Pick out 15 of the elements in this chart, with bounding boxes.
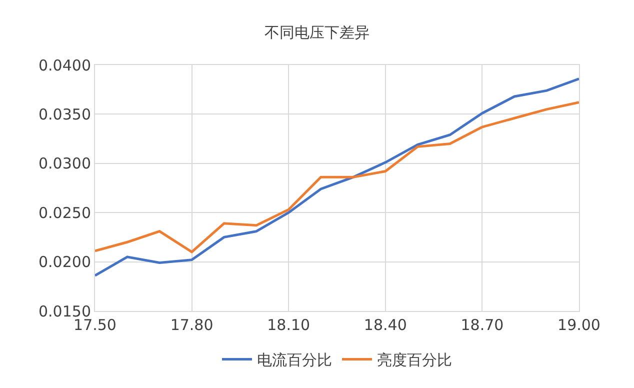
x-tick-label: 18.10 xyxy=(267,316,310,334)
y-tick-label: 0.0350 xyxy=(38,105,91,124)
legend-label: 亮度百分比 xyxy=(377,351,452,370)
y-tick-label: 0.0300 xyxy=(38,154,91,173)
line-series xyxy=(95,101,579,254)
line-series xyxy=(95,78,579,277)
y-tick-label: 0.0400 xyxy=(38,56,91,74)
y-tick-label: 0.0250 xyxy=(38,204,91,222)
x-tick-label: 17.80 xyxy=(170,316,214,334)
x-tick-label: 19.00 xyxy=(558,316,600,334)
y-tick-label: 0.0200 xyxy=(38,253,91,272)
x-tick-label: 18.40 xyxy=(364,316,407,334)
legend-label: 电流百分比 xyxy=(257,351,332,370)
chart-title: 不同电压下差异 xyxy=(264,24,370,42)
x-tick-label: 18.70 xyxy=(460,316,504,334)
